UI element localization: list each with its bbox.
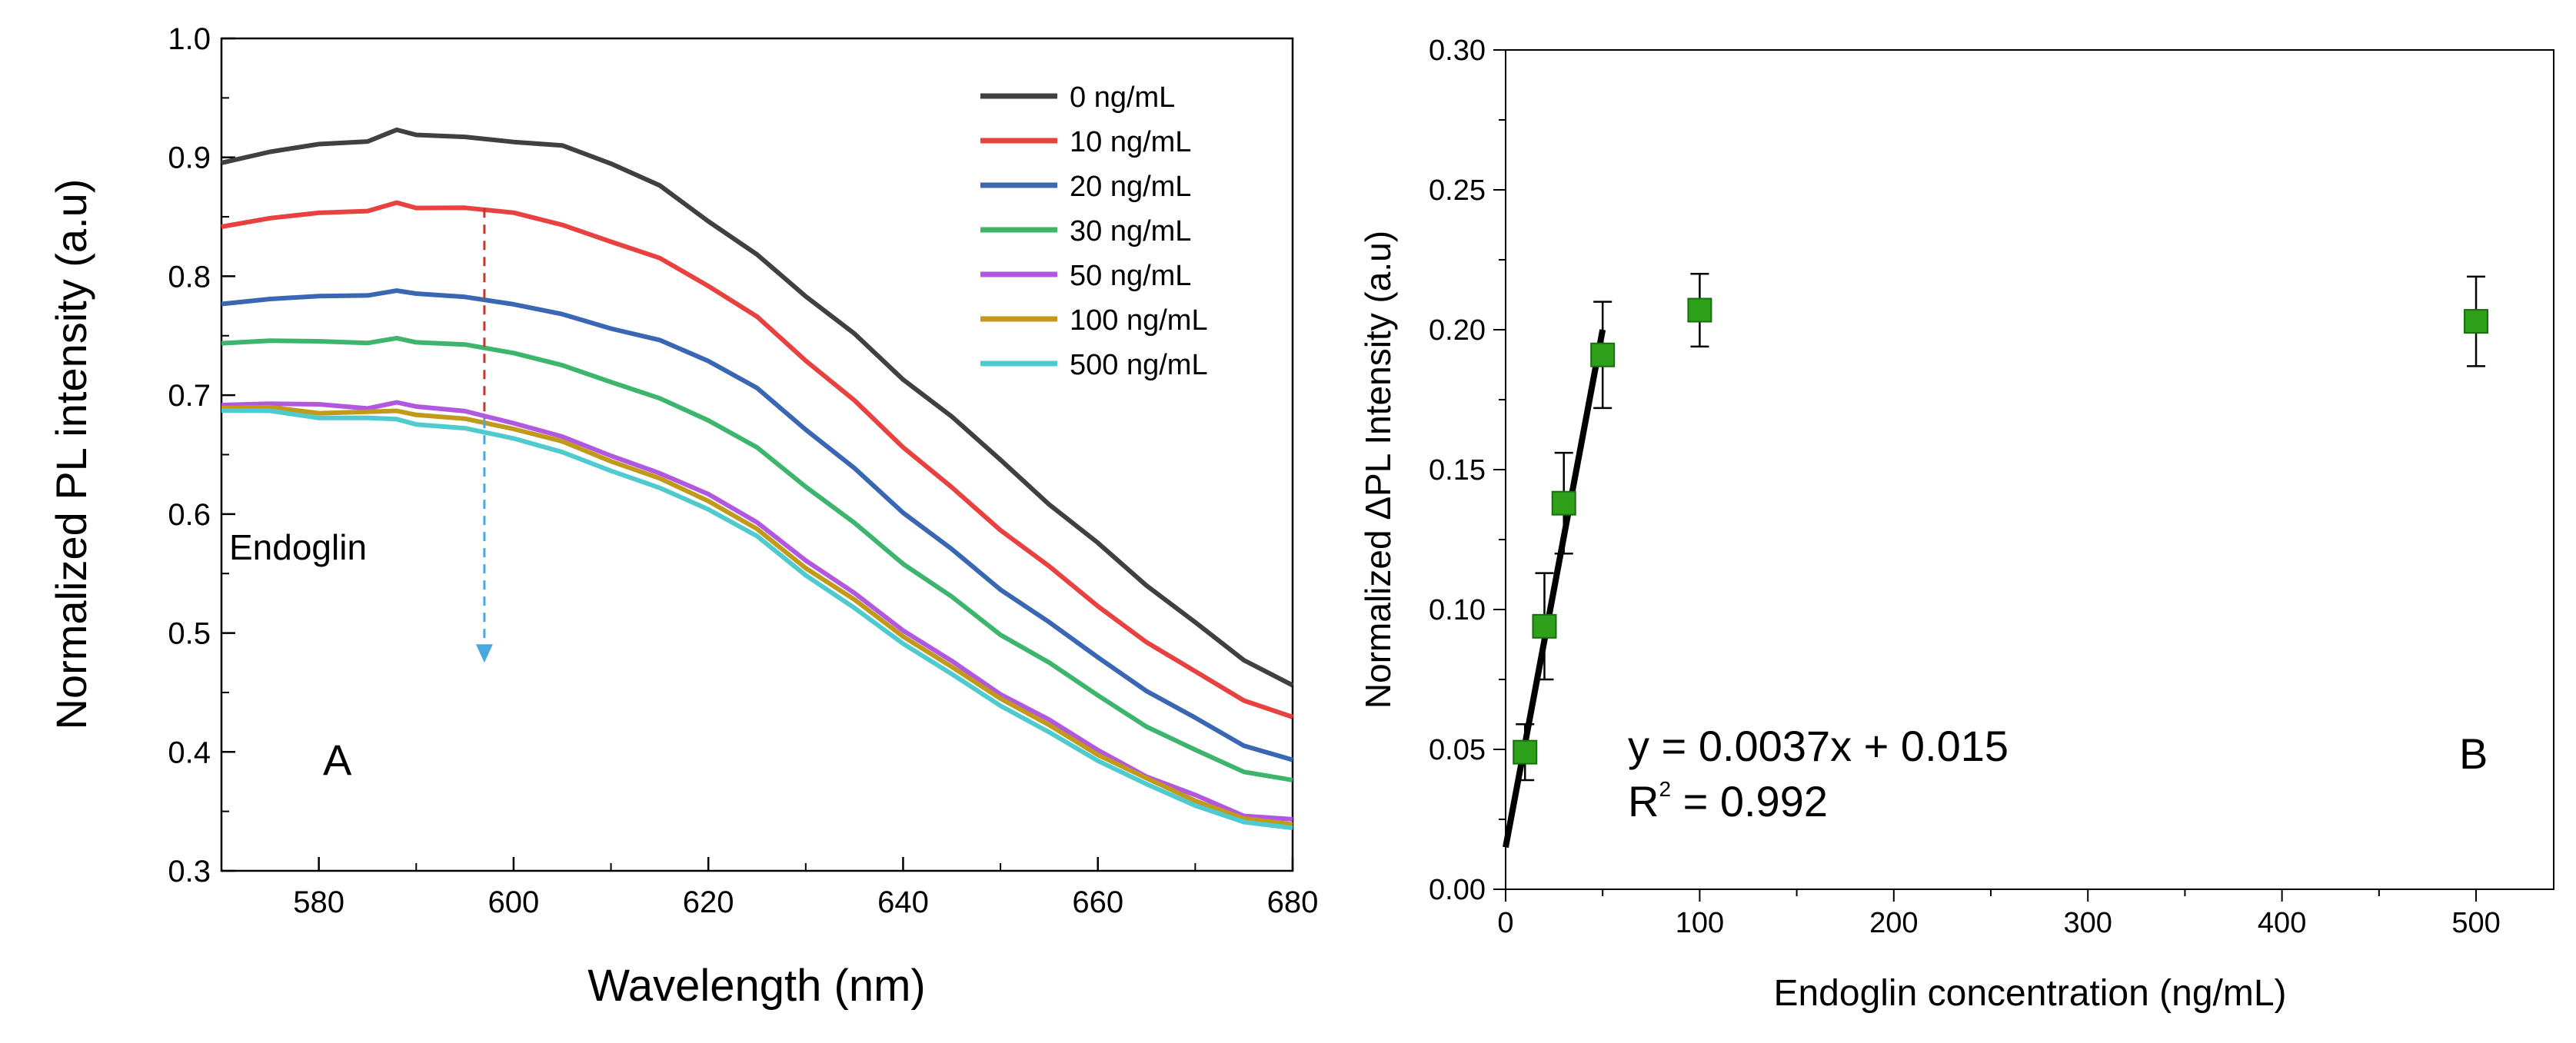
panel-a-plot-frame [220,37,1294,872]
legend-label: 50 ng/mL [1070,260,1191,292]
endoglin-annotation: Endoglin [229,527,367,567]
legend-label: 20 ng/mL [1070,171,1191,203]
x-tick-label: 200 [1869,907,1918,939]
series-line [221,400,1293,822]
data-point [1513,739,1538,765]
data-point [2464,309,2489,334]
data-point [1590,342,1616,367]
y-tick-label: 0.20 [1429,314,1486,347]
legend: 0 ng/mL 10 ng/mL 20 ng/mL 30 ng/mL 50 ng/mL 1… [980,81,1208,381]
panel-b-chart: 0 100 200 300 400 500 0.00 0.05 0.10 0.15 0.20 0.25… [1358,35,2554,1014]
panel-b-y-axis-label: Normalized ΔPL Intensity (a.u) [1358,231,1398,709]
x-tick-label: 100 [1676,907,1724,939]
panel-a-y-axis-label: Normalized PL intensity (a.u) [47,179,95,730]
legend-label: 500 ng/mL [1070,349,1208,381]
y-tick-label: 0.6 [168,498,211,532]
y-tick-label: 0.30 [1429,35,1486,67]
panel-a-label: A [323,736,352,784]
series-line [221,404,1293,827]
data-point [1687,297,1712,323]
x-tick-label: 0 [1497,907,1513,939]
r-squared-exponent: 2 [1659,777,1671,801]
series-line [221,408,1293,831]
x-tick-label: 660 [1072,885,1123,919]
data-point [1532,613,1557,639]
y-tick-label: 1.0 [168,22,211,56]
r-squared-symbol: R [1628,777,1659,825]
legend-label: 30 ng/mL [1070,215,1191,247]
data-point [1551,490,1576,516]
y-tick-label: 0.8 [168,260,211,294]
panel-b-points [1513,272,2489,782]
legend-label: 0 ng/mL [1070,81,1175,114]
y-tick-label: 0.00 [1429,874,1486,906]
x-tick-label: 620 [683,885,734,919]
x-tick-label: 640 [877,885,929,919]
panel-a-series [221,127,1294,831]
concentration-arrow-head [475,644,493,663]
fit-equation: y = 0.0037x + 0.015 [1628,722,2009,770]
y-tick-label: 0.4 [168,736,211,769]
legend-label: 10 ng/mL [1070,126,1191,158]
y-tick-label: 0.15 [1429,454,1486,487]
y-tick-label: 0.9 [168,141,211,175]
y-tick-label: 0.3 [168,855,211,889]
x-tick-label: 680 [1267,885,1319,919]
panel-b-x-axis-label: Endoglin concentration (ng/mL) [1773,973,2286,1014]
panel-b-label: B [2459,729,2488,778]
panel-a-chart: 580 600 620 640 660 680 0.3 0.4 0.5 0.6 0.7 0.8 0.9 1… [47,22,1318,1011]
panel-a-x-axis-label: Wavelength (nm) [587,961,925,1011]
r-squared-value: = 0.992 [1671,777,1828,825]
y-tick-label: 0.5 [168,617,211,651]
series-line [221,127,1294,688]
series-line [221,288,1293,762]
legend-label: 100 ng/mL [1070,304,1208,337]
x-tick-label: 500 [2451,907,2500,939]
series-line [221,335,1293,782]
x-tick-label: 600 [488,885,540,919]
linear-fit-line [1503,329,1606,849]
panel-b-ticks: 0 100 200 300 400 500 0.00 0.05 0.10 0.15 0.20 0.25… [1429,35,2501,939]
panel-a-ticks: 580 600 620 640 660 680 0.3 0.4 0.5 0.6 0.7 0.8 0.9 1… [168,22,1318,919]
y-tick-label: 0.25 [1429,174,1486,207]
x-tick-label: 300 [2064,907,2112,939]
x-tick-label: 400 [2258,907,2306,939]
series-line [221,200,1293,719]
x-tick-label: 580 [293,885,344,919]
r-squared: R2 = 0.992 [1628,777,1828,825]
y-tick-label: 0.05 [1429,734,1486,766]
y-tick-label: 0.7 [168,379,211,413]
y-tick-label: 0.10 [1429,594,1486,626]
